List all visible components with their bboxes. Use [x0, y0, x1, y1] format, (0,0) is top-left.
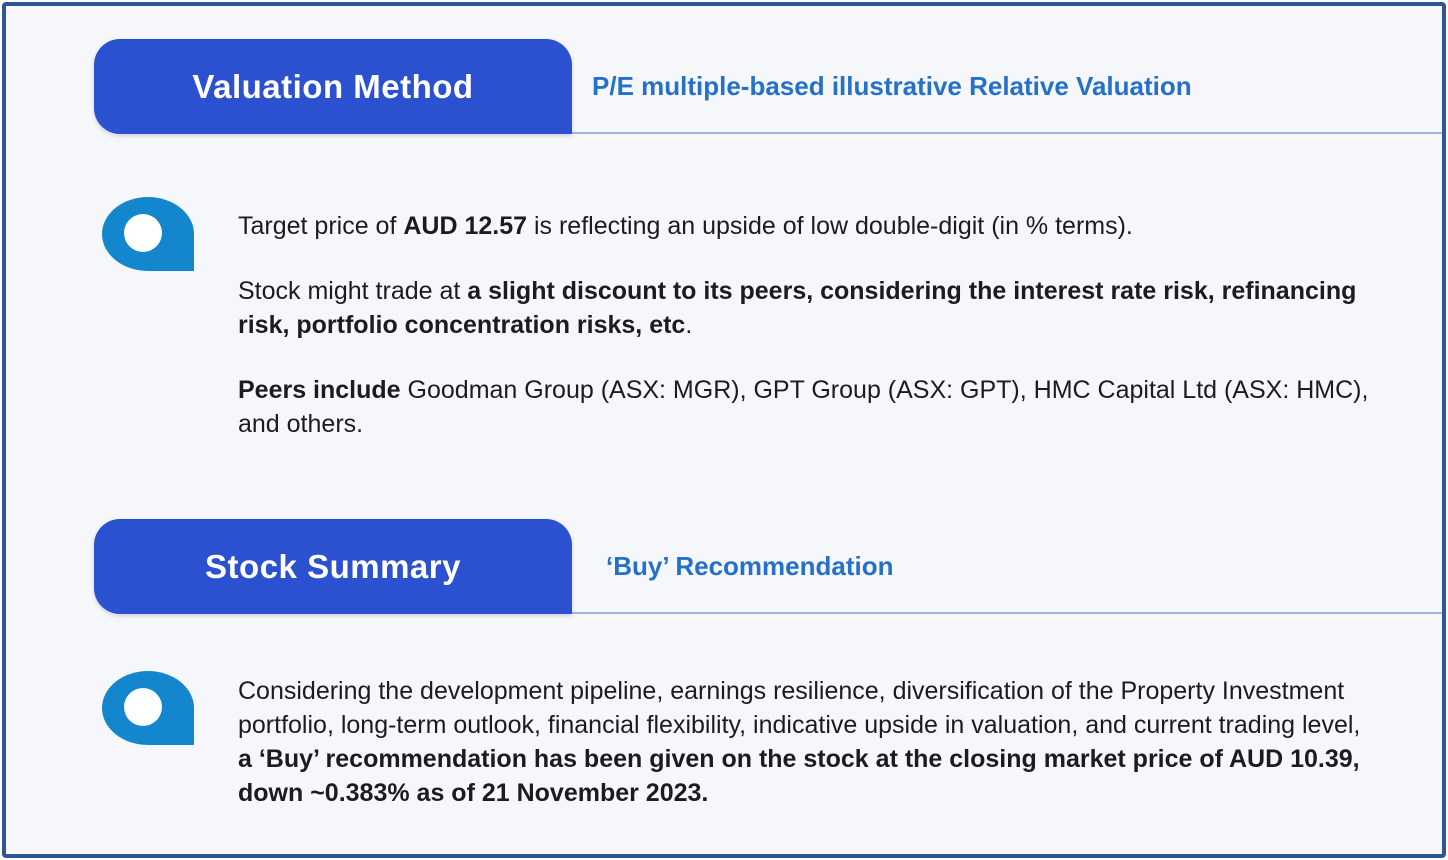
pin-hole-icon [124, 688, 162, 726]
section-subtitle-stock-summary: ‘Buy’ Recommendation [606, 551, 894, 581]
section-title: Stock Summary [205, 547, 461, 585]
paragraph: Peers include Goodman Group (ASX: MGR), … [238, 376, 1369, 438]
stock-summary-text: Considering the development pipeline, ea… [238, 674, 1378, 810]
paragraph: Target price of AUD 12.57 is reflecting … [238, 212, 1133, 240]
pin-hole-icon [124, 214, 162, 252]
paragraph: Considering the development pipeline, ea… [238, 677, 1361, 807]
pin-icon [102, 197, 194, 271]
section-divider [572, 612, 1442, 614]
section-title: Valuation Method [192, 67, 474, 105]
pin-icon [102, 671, 194, 745]
paragraph: Stock might trade at a slight discount t… [238, 277, 1357, 339]
section-subtitle-valuation-method: P/E multiple-based illustrative Relative… [592, 71, 1192, 101]
section-header-valuation-method: Valuation Method [94, 39, 572, 134]
section-header-stock-summary: Stock Summary [94, 519, 572, 614]
section-divider [572, 132, 1442, 134]
valuation-method-text: Target price of AUD 12.57 is reflecting … [238, 209, 1398, 441]
